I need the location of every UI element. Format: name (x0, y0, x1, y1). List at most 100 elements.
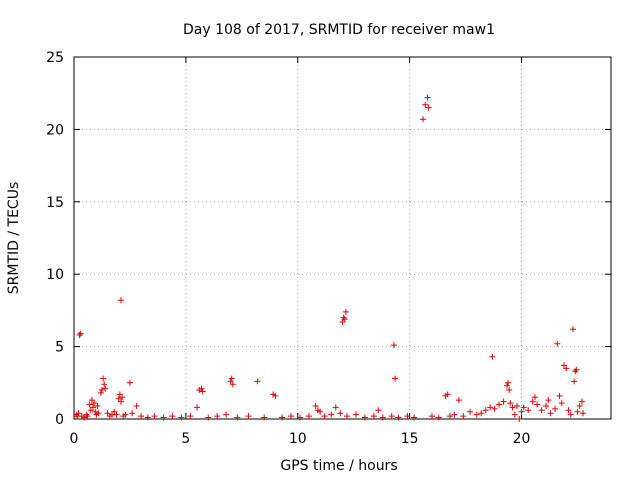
data-point (424, 94, 431, 101)
data-point (279, 414, 286, 421)
data-point (505, 379, 512, 386)
data-point (84, 413, 91, 420)
x-tick-label: 15 (401, 431, 419, 447)
plot-frame (73, 56, 612, 420)
data-point (119, 394, 126, 401)
data-point (343, 413, 350, 420)
y-tick-label: 15 (46, 195, 64, 211)
data-point (86, 401, 93, 408)
data-point (98, 387, 105, 394)
data-point (467, 408, 474, 415)
data-point (390, 342, 397, 349)
data-point (571, 378, 578, 385)
data-point (576, 402, 583, 409)
data-point (305, 413, 312, 420)
data-point (117, 398, 124, 405)
y-axis-label: SRMTID / TECUs (6, 182, 22, 295)
data-point (138, 413, 145, 420)
point-layer (73, 94, 587, 422)
data-point (317, 408, 324, 415)
data-point (573, 366, 580, 373)
data-point (234, 414, 241, 421)
x-tick-label: 20 (513, 431, 531, 447)
data-point (340, 314, 347, 321)
data-point (92, 408, 99, 415)
data-point (574, 408, 581, 415)
data-point (90, 404, 97, 411)
data-point (151, 413, 158, 420)
data-point (556, 392, 563, 399)
data-point (296, 414, 303, 421)
data-point (223, 411, 230, 418)
data-point (91, 400, 98, 407)
data-point (520, 404, 527, 411)
data-point (205, 414, 212, 421)
data-point (473, 411, 480, 418)
data-point (489, 353, 496, 360)
data-point (531, 394, 538, 401)
data-point (126, 379, 133, 386)
data-point (178, 414, 185, 421)
data-point (370, 413, 377, 420)
data-point (113, 411, 120, 418)
data-point (312, 402, 319, 409)
data-point (516, 416, 523, 422)
data-point (563, 365, 570, 372)
data-point (487, 404, 494, 411)
data-point (411, 414, 418, 421)
x-tick-label: 5 (181, 431, 190, 447)
data-point (388, 413, 395, 420)
data-point (422, 101, 429, 108)
data-point (198, 385, 205, 392)
x-tick-label: 10 (289, 431, 307, 447)
data-point (455, 397, 462, 404)
data-point (254, 378, 261, 385)
data-point (187, 413, 194, 420)
data-point (425, 104, 432, 111)
y-tick-label: 25 (46, 50, 64, 66)
data-point (321, 413, 328, 420)
data-point (101, 381, 108, 388)
data-point (100, 375, 107, 382)
grid-layer (74, 57, 611, 419)
data-point (554, 340, 561, 347)
data-point (379, 414, 386, 421)
data-point (75, 410, 82, 417)
data-point (332, 404, 339, 411)
data-point (565, 407, 572, 414)
data-point (435, 414, 442, 421)
data-point (538, 407, 545, 414)
data-point (77, 330, 84, 337)
chart-title: Day 108 of 2017, SRMTID for receiver maw… (183, 22, 495, 38)
data-point (94, 402, 101, 409)
data-point (511, 411, 518, 418)
data-point (478, 410, 485, 417)
data-point (272, 392, 279, 399)
data-point (547, 410, 554, 417)
data-point (228, 375, 235, 382)
data-point (507, 400, 514, 407)
data-point (288, 413, 295, 420)
data-point (95, 410, 102, 417)
y-tick-label: 10 (46, 267, 64, 283)
data-point (129, 410, 136, 417)
data-point (429, 413, 435, 420)
data-point (361, 414, 368, 421)
x-tick-label: 0 (70, 431, 79, 447)
data-point (420, 116, 427, 123)
data-point (102, 385, 109, 392)
tick-layer: 0 5 10 15 20 0 5 10 15 20 25 (46, 50, 611, 447)
data-point (580, 410, 587, 417)
y-tick-label: 5 (55, 340, 64, 356)
data-point (558, 400, 565, 407)
data-point (503, 382, 510, 389)
data-point (245, 413, 252, 420)
data-point (545, 397, 552, 404)
data-point (525, 407, 532, 414)
data-point (261, 414, 268, 421)
data-point (199, 388, 206, 395)
y-tick-label: 0 (55, 412, 64, 428)
data-point (122, 411, 129, 418)
